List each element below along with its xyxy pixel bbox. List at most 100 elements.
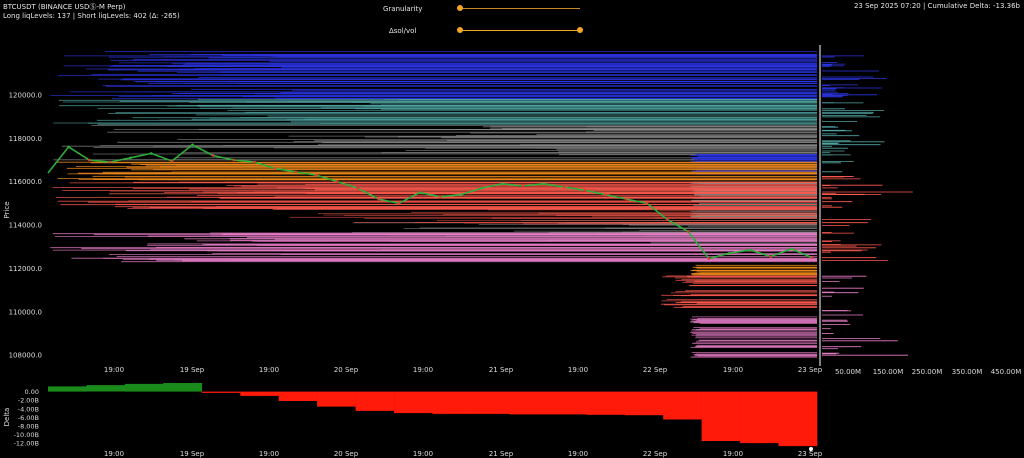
price-tick-label: 120000.0 [9, 91, 42, 99]
delta-bar [740, 391, 779, 444]
delta-bar [432, 391, 472, 414]
price-tick-label: 112000.0 [9, 265, 42, 273]
liquidation-levels [50, 51, 817, 358]
price-point [604, 193, 607, 196]
price-point [562, 185, 566, 189]
price-tick-label: 108000.0 [9, 352, 42, 360]
delta-bar [624, 391, 664, 416]
profile-tick-label: 150.00M [873, 368, 904, 376]
price-tick-label: 116000.0 [9, 178, 42, 186]
delta-bar [317, 391, 356, 407]
granularity-slider-track[interactable] [460, 8, 580, 9]
delta-axis-label: Delta [3, 408, 11, 427]
price-point [480, 186, 483, 190]
price-point [790, 247, 793, 251]
price-point [170, 159, 174, 163]
delta-bar [778, 391, 818, 447]
price-axis-label: Price [3, 201, 11, 218]
price-x-tick-label: 19:00 [104, 366, 124, 374]
delta-bar [124, 383, 164, 392]
price-point [810, 256, 814, 259]
instrument-title: BTCUSDT (BINANCE USDⓈ-M Perp) [3, 3, 126, 11]
price-point [108, 160, 112, 164]
price-point [707, 257, 711, 260]
price-point [645, 202, 649, 205]
delta-bar [86, 385, 126, 392]
price-point [253, 160, 256, 164]
sol-vol-slider-track[interactable] [460, 30, 580, 31]
price-point [149, 152, 153, 155]
delta-x-tick-label: 19:00 [104, 450, 124, 458]
delta-tick-label: 0.00 [25, 388, 39, 396]
delta-x-tick-label: 19 Sep [180, 450, 205, 458]
volume-profile [819, 45, 913, 366]
sol-vol-label: Δsol/vol [389, 27, 417, 35]
delta-x-tick-label: 19:00 [259, 450, 279, 458]
delta-x-tick-label: 23 Sep [798, 450, 823, 458]
delta-tick-label: -12.00B [14, 440, 39, 448]
delta-x-tick-label: 19:00 [413, 450, 433, 458]
delta-bar [509, 391, 549, 415]
price-point [728, 251, 731, 255]
delta-x-tick-label: 20 Sep [334, 450, 359, 458]
price-point [273, 167, 277, 170]
profile-tick-label: 450.00M [991, 368, 1022, 376]
delta-tick-label: -6.00B [18, 414, 39, 422]
delta-bar [470, 391, 510, 414]
price-point [67, 145, 70, 149]
price-point [542, 182, 545, 186]
delta-bar [278, 391, 318, 401]
price-point [686, 230, 690, 233]
price-x-tick-label: 22 Sep [643, 366, 668, 374]
granularity-slider-handle[interactable] [457, 5, 463, 11]
delta-bar [355, 391, 395, 411]
granularity-label: Granularity [383, 5, 423, 13]
delta-tick-label: -4.00B [18, 405, 39, 413]
cumulative-delta-area [48, 383, 818, 451]
delta-bar [240, 391, 279, 396]
price-point [335, 180, 339, 183]
price-tick-label: 110000.0 [9, 308, 42, 316]
delta-tick-label: -8.00B [18, 422, 39, 430]
price-point [88, 158, 91, 162]
sol-vol-slider-handle-min[interactable] [457, 27, 463, 33]
price-point [666, 218, 669, 221]
price-point [294, 170, 298, 174]
sol-vol-slider-handle-max[interactable] [577, 27, 583, 33]
delta-bar [701, 391, 741, 441]
delta-x-tick-label: 19:00 [723, 450, 743, 458]
price-series [47, 143, 814, 260]
price-point [211, 154, 215, 157]
delta-bar [394, 391, 433, 414]
price-point [521, 184, 525, 188]
price-point [501, 182, 504, 186]
price-x-tick-label: 19:00 [413, 366, 433, 374]
price-tick-label: 114000.0 [9, 222, 42, 230]
price-point [748, 248, 752, 252]
price-point [624, 197, 628, 201]
profile-tick-label: 250.00M [912, 368, 943, 376]
delta-tick-label: -2.00B [18, 397, 39, 405]
delta-last-point [809, 447, 813, 451]
price-point [129, 156, 132, 160]
price-point [356, 186, 360, 190]
price-point [459, 193, 463, 196]
price-point [377, 197, 380, 201]
price-point [583, 189, 587, 192]
price-point [232, 158, 236, 162]
price-x-tick-label: 21 Sep [489, 366, 514, 374]
price-line [47, 143, 813, 260]
price-point [769, 255, 772, 258]
delta-bar [663, 391, 702, 420]
delta-bar [48, 386, 87, 392]
price-point [397, 202, 401, 205]
price-x-tick-label: 19 Sep [180, 366, 205, 374]
price-x-tick-label: 19:00 [259, 366, 279, 374]
delta-bar [201, 391, 241, 393]
price-x-tick-label: 20 Sep [334, 366, 359, 374]
liq-levels-summary: Long liqLevels: 137 | Short liqLevels: 4… [3, 12, 180, 20]
price-tick-label: 118000.0 [9, 135, 42, 143]
price-x-tick-label: 19:00 [723, 366, 743, 374]
delta-bar [586, 391, 626, 415]
